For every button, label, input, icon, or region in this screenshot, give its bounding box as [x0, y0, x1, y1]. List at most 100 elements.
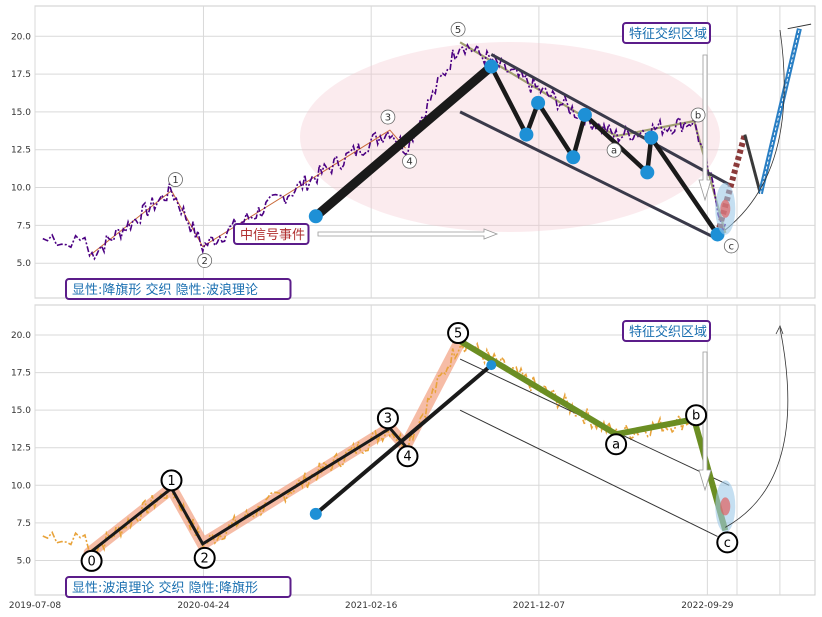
panel-frame: [34, 304, 816, 596]
legend-box-bottom-text: 显性:波浪理论 交织 隐性:降旗形: [72, 580, 258, 596]
event-box-text: 中信号事件: [240, 228, 305, 243]
feature-arrow: [698, 54, 712, 202]
flag-marker: [566, 150, 581, 165]
wave-label-circle: [402, 153, 417, 169]
flag-marker: [309, 507, 322, 520]
wave-label-1: 1: [172, 175, 178, 186]
wave-label-c: c: [724, 536, 731, 551]
y-tick-label: 15.0: [11, 406, 31, 416]
wave-label-circle: [80, 549, 103, 572]
flag-pole: [311, 62, 496, 221]
wave-label-circle: [716, 531, 739, 554]
feature-core: [720, 199, 731, 218]
event-arrow: [317, 228, 499, 240]
bottom-panel: 5.0 7.5 10.0 12.5 15.0 17.5 20.0 0 1 2 3 4 5 a b c 显性:波浪…: [11, 304, 816, 598]
flag-marker: [531, 95, 546, 110]
wave-line-impulse: [88, 426, 407, 555]
y-tick-label: 17.5: [11, 369, 31, 379]
y-tick-label: 12.5: [11, 146, 31, 156]
legend-box-top-frame: [65, 278, 292, 300]
y-tick-label: 10.0: [11, 481, 31, 491]
curved-arrow: [725, 29, 785, 231]
y-tick-label: 5.0: [17, 259, 32, 269]
wave-label-2: 2: [201, 551, 209, 566]
wave-label-circle: [197, 253, 213, 268]
flag-marker: [577, 107, 592, 122]
wave-label-circle: [396, 445, 419, 468]
wave-label-circle: [376, 407, 399, 430]
y-tick-label: 7.5: [17, 519, 31, 529]
flag-marker: [308, 209, 323, 224]
wave-label-a: a: [611, 146, 617, 157]
y-tick-label: 20.0: [11, 32, 31, 42]
y-tick-label: 7.5: [17, 221, 31, 231]
flag-pole: [314, 363, 493, 516]
event-box: 中信号事件: [233, 223, 310, 245]
feature-box-top-text: 特征交织区域: [629, 26, 707, 42]
wave-label-c: c: [729, 241, 735, 252]
legend-box-bottom-frame: [65, 576, 292, 598]
price-line: [42, 341, 727, 558]
panel-frame: [34, 5, 816, 299]
feature-box-bottom-frame: [622, 320, 711, 342]
wave-label-circle: [160, 469, 183, 492]
legend-box-bottom: 显性:波浪理论 交织 隐性:降旗形: [65, 576, 292, 598]
curved-arrow: [725, 327, 789, 528]
wave-label-circle: [690, 107, 706, 123]
wave-label-5: 5: [455, 25, 461, 36]
x-tick-label: 2020-04-24: [177, 601, 230, 611]
wave-label-4: 4: [403, 450, 411, 465]
feature-box-bottom-text: 特征交织区域: [629, 324, 707, 340]
feature-box-top: 特征交织区域: [622, 22, 711, 44]
y-tick-label: 12.5: [11, 444, 31, 454]
flag-marker: [640, 165, 655, 180]
x-tick-label: 2021-12-07: [513, 601, 565, 611]
channel-lower: [459, 409, 718, 537]
channel-lower: [459, 110, 719, 241]
top-panel: 5.07.510.012.515.017.520.0012345abc显性:降旗…: [11, 5, 816, 300]
wave-label-circle: [168, 172, 183, 187]
wave-label-a: a: [612, 438, 620, 453]
channel-upper: [490, 53, 730, 186]
wave-label-4: 4: [406, 157, 412, 168]
x-tick-label: 2022-09-29: [681, 601, 734, 611]
projection-tip: [787, 23, 812, 30]
flag-marker: [486, 360, 497, 371]
wave-label-0: 0: [87, 554, 95, 569]
flag-marker: [484, 59, 499, 74]
event-box-frame: [233, 223, 310, 245]
wave-line-thin: [89, 129, 406, 256]
feature-core: [720, 497, 731, 516]
y-tick-label: 5.0: [17, 556, 32, 566]
feature-box-top-frame: [622, 22, 711, 44]
legend-box-top: 显性:降旗形 交织 隐性:波浪理论: [65, 278, 292, 300]
x-tick-label: 2021-02-16: [345, 601, 398, 611]
wave-label-3: 3: [384, 412, 392, 427]
flag-marker: [519, 127, 534, 142]
wave-label-3: 3: [385, 113, 391, 124]
wave-label-circle: [605, 433, 628, 456]
y-tick-label: 17.5: [11, 70, 31, 80]
wave-label-circle: [723, 238, 739, 254]
curved-arrow-head: [775, 325, 784, 335]
legend-box-top-text: 显性:降旗形 交织 隐性:波浪理论: [72, 282, 258, 298]
wave-label-1: 1: [167, 474, 175, 489]
price-line: [42, 42, 727, 261]
feature-box-bottom: 特征交织区域: [622, 320, 711, 342]
x-tick-label: 2019-07-08: [9, 601, 62, 611]
projection-down: [743, 134, 762, 194]
flag-marker: [644, 130, 659, 145]
wave-label-circle: [450, 21, 466, 37]
wave-label-2: 2: [202, 256, 208, 267]
wave-label-circle: [380, 109, 396, 125]
wave-label-circle: [447, 322, 470, 345]
wave-label-circle: [606, 142, 622, 158]
y-tick-label: 15.0: [11, 108, 31, 118]
wave-label-circle: [193, 546, 216, 569]
projection-up-blue-inner: [759, 28, 800, 194]
wave-label-5: 5: [454, 327, 462, 342]
wave-label-b: b: [695, 110, 701, 121]
x-axis-ticks: 2019-07-08 2020-04-24 2021-02-16 2021-12-07…: [9, 601, 734, 611]
y-tick-label: 10.0: [11, 184, 31, 194]
